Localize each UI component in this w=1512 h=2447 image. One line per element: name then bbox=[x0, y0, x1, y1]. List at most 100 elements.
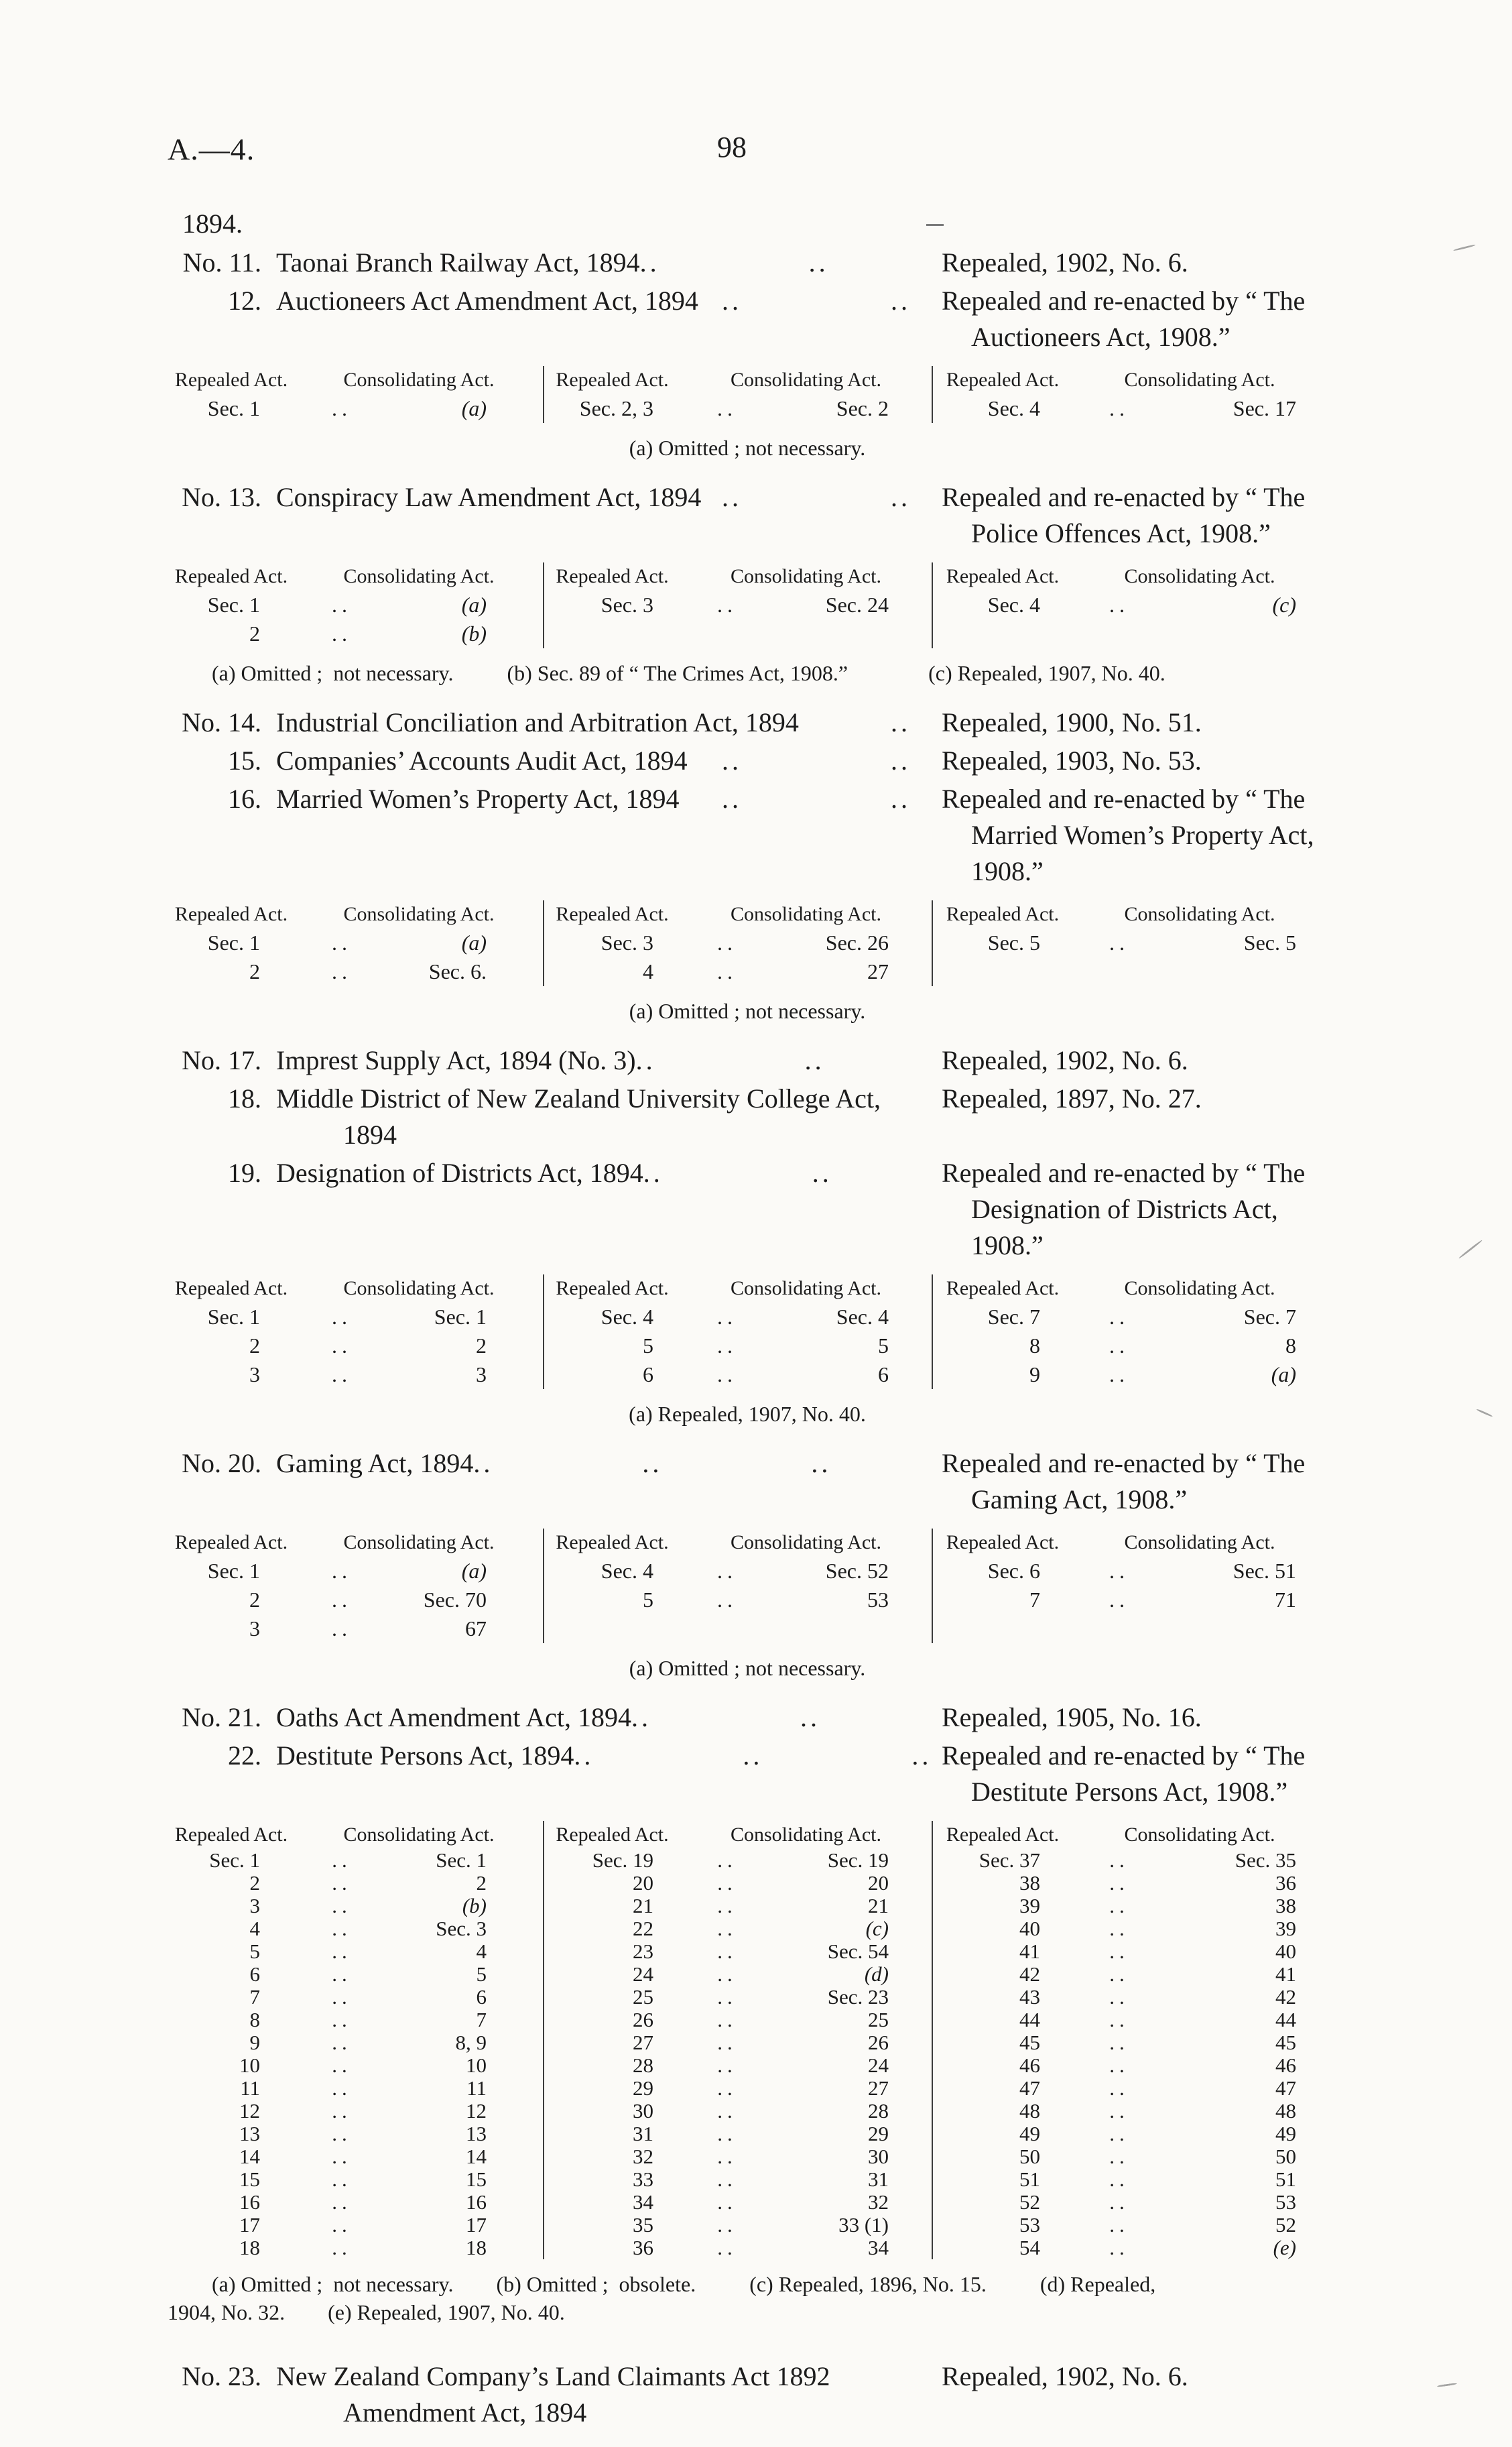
entry-group: No. 20. Gaming Act, 1894 .. .. .. .. Rep… bbox=[168, 1445, 1411, 1518]
table-cell: 8 bbox=[932, 1331, 1072, 1360]
disposition-line: Repealed, 1905, No. 16. bbox=[942, 1702, 1202, 1732]
entry-main: Designation of Districts Act, 1894 .. ..… bbox=[268, 1155, 942, 1264]
table-cell: 14 bbox=[239, 2145, 260, 2168]
disposition-line: Repealed and re-enacted by “ The bbox=[942, 1158, 1306, 1188]
table-cell: 46 bbox=[932, 2054, 1072, 2077]
table-cell: Sec. 7 bbox=[1243, 1305, 1296, 1329]
table-cell: 39 bbox=[1275, 1917, 1296, 1940]
table-dots: .. bbox=[717, 1962, 737, 1986]
table-cell: Sec. 52 bbox=[825, 1559, 889, 1583]
dot-leaders: .. .. .. bbox=[639, 247, 829, 278]
table-dots: .. bbox=[332, 959, 352, 983]
table-dots: .. bbox=[1109, 1894, 1129, 1917]
table-dots: .. bbox=[717, 1333, 737, 1358]
entry-title: Married Women’s Property Act, 1894 bbox=[276, 784, 680, 814]
table-dots: .. bbox=[332, 1559, 352, 1583]
entry-disposition: Repealed, 1897, No. 27. bbox=[942, 1081, 1401, 1153]
table-header-row: Repealed Act. Consolidating Act. Repeale… bbox=[168, 1821, 1411, 1849]
disposition-line: Repealed, 1902, No. 6. bbox=[942, 247, 1188, 278]
entry-title: Destitute Persons Act, 1894 bbox=[276, 1740, 574, 1771]
table-dots: .. bbox=[1109, 2167, 1129, 2191]
table-header-row: Repealed Act. Consolidating Act. Repeale… bbox=[168, 1274, 1411, 1303]
act-entry: 22. Destitute Persons Act, 1894 .. .. ..… bbox=[168, 1738, 1411, 1810]
act-entry: No. 11. Taonai Branch Railway Act, 1894 … bbox=[168, 245, 1411, 281]
table-row: Sec. 1 .. Sec. 1 Sec. 4 .. Sec. 4 Sec. 7… bbox=[168, 1303, 1411, 1331]
entry-disposition: Repealed, 1902, No. 6. bbox=[942, 1042, 1401, 1079]
table-header-row: Repealed Act. Consolidating Act. Repeale… bbox=[168, 1529, 1411, 1557]
disposition-line: Repealed, 1900, No. 51. bbox=[942, 707, 1202, 737]
table-cell: (a) bbox=[461, 1559, 487, 1583]
table-cell: 5 bbox=[249, 1939, 261, 1963]
concordance-table: Repealed Act. Consolidating Act. Repeale… bbox=[168, 1529, 1411, 1682]
table-header-cell: Repealed Act. bbox=[932, 1529, 1072, 1557]
table-cell: 38 bbox=[1275, 1894, 1296, 1917]
table-cell: 51 bbox=[1275, 2167, 1296, 2191]
table-row: 3 .. (b) 21 .. 21 39 .. 38 bbox=[168, 1895, 1411, 1917]
table-cell: 5 bbox=[476, 1962, 487, 1986]
table-cell: 27 bbox=[868, 2076, 889, 2100]
scan-artifact-dash bbox=[926, 224, 944, 226]
table-cell: 2 bbox=[249, 1588, 260, 1612]
table-cell: (b) bbox=[462, 1894, 487, 1917]
table-dots: .. bbox=[1109, 2213, 1129, 2236]
dot-leaders: .. .. bbox=[722, 745, 911, 776]
table-cell: 12 bbox=[239, 2099, 260, 2123]
table-cell: Sec. 3 bbox=[543, 591, 680, 619]
table-cell: 51 bbox=[932, 2168, 1072, 2191]
table-cell bbox=[1166, 1614, 1327, 1643]
table-header-cell: Repealed Act. bbox=[174, 1277, 288, 1299]
entry-disposition: Repealed and re-enacted by “ The Destitu… bbox=[942, 1738, 1401, 1810]
table-row: 6 .. 5 24 .. (d) 42 .. 41 bbox=[168, 1963, 1411, 1986]
entry-disposition: Repealed and re-enacted by “ The Gaming … bbox=[942, 1445, 1401, 1518]
entry-main: New Zealand Company’s Land Claimants Act… bbox=[268, 2359, 942, 2431]
table-dots: .. bbox=[332, 1871, 352, 1895]
table-cell: 40 bbox=[932, 1917, 1072, 1940]
table-cell: 45 bbox=[1275, 2031, 1296, 2054]
table-header-cell: Consolidating Act. bbox=[343, 369, 495, 391]
table-cell: 20 bbox=[868, 1871, 889, 1895]
table-dots: .. bbox=[717, 1871, 737, 1895]
entry-title-line2: Amendment Act, 1894 bbox=[343, 2397, 587, 2428]
table-header-cell: Repealed Act. bbox=[543, 1274, 680, 1303]
table-cell: 18 bbox=[466, 2236, 487, 2259]
table-cell: Sec. 2 bbox=[836, 396, 889, 420]
table-cell: 3 bbox=[476, 1362, 487, 1386]
entry-main: Auctioneers Act Amendment Act, 1894 .. .… bbox=[268, 283, 942, 355]
table-cell: 49 bbox=[1275, 2122, 1296, 2145]
table-row: 8 .. 7 26 .. 25 44 .. 44 bbox=[168, 2009, 1411, 2031]
table-header-cell: Repealed Act. bbox=[174, 369, 288, 391]
dot-leaders: .. bbox=[891, 707, 911, 737]
table-cell: Sec. 19 bbox=[827, 1848, 889, 1872]
table-cell: Sec. 2, 3 bbox=[543, 394, 680, 423]
table-header-cell: Consolidating Act. bbox=[731, 565, 881, 587]
table-cell: Sec. 54 bbox=[827, 1939, 889, 1963]
table-cell: Sec. 37 bbox=[932, 1849, 1072, 1872]
table-cell: 47 bbox=[1275, 2076, 1296, 2100]
table-cell: Sec. 3 bbox=[543, 929, 680, 957]
table-dots bbox=[680, 1614, 774, 1643]
table-cell: 36 bbox=[543, 2236, 680, 2259]
table-dots: .. bbox=[1109, 1362, 1129, 1386]
table-cell: 26 bbox=[543, 2009, 680, 2031]
table-dots: .. bbox=[332, 2053, 352, 2077]
table-row: Sec. 1 .. (a) Sec. 3 .. Sec. 26 Sec. 5 .… bbox=[168, 929, 1411, 957]
entry-title-line2: 1894 bbox=[343, 1120, 397, 1150]
table-dots: .. bbox=[1109, 2236, 1129, 2259]
table-dots bbox=[1072, 957, 1166, 986]
entry-main: Destitute Persons Act, 1894 .. .. .. bbox=[268, 1738, 942, 1810]
table-cell bbox=[1166, 957, 1327, 986]
dot-leaders bbox=[830, 2359, 942, 2395]
table-cell bbox=[1166, 619, 1327, 648]
table-dots: .. bbox=[332, 2236, 352, 2259]
table-cell: 5 bbox=[543, 1331, 680, 1360]
table-cell: 52 bbox=[1275, 2213, 1296, 2236]
table-dots: .. bbox=[332, 1588, 352, 1612]
entry-title: Middle District of New Zealand Universit… bbox=[276, 1083, 881, 1114]
table-header-cell: Consolidating Act. bbox=[1124, 1824, 1275, 1846]
table-cell: 15 bbox=[466, 2167, 487, 2191]
table-header-row: Repealed Act. Consolidating Act. Repeale… bbox=[168, 366, 1411, 394]
table-row: 7 .. 6 25 .. Sec. 23 43 .. 42 bbox=[168, 1986, 1411, 2009]
table-cell: 8 bbox=[1285, 1333, 1296, 1358]
table-cell: Sec. 4 bbox=[836, 1305, 889, 1329]
table-dots: .. bbox=[1109, 2099, 1129, 2123]
